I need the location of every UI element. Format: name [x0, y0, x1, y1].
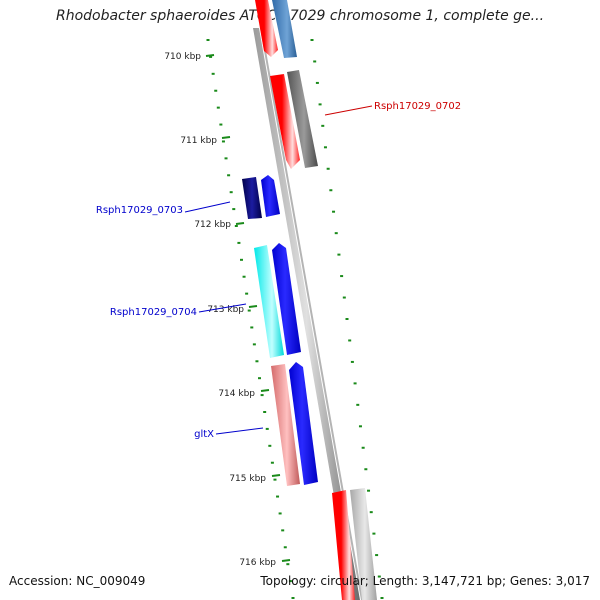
major-tick-710 [205, 54, 215, 57]
gene-feature-navy-0703[interactable] [242, 177, 262, 219]
leader-line-0702 [324, 105, 373, 116]
backbone-shade-right [260, 28, 363, 600]
ruler-label-712: 712 kbp [194, 220, 231, 230]
ruler-label-715: 715 kbp [229, 474, 266, 484]
leader-line-gltX [215, 427, 264, 435]
ruler-label-714: 714 kbp [218, 389, 255, 399]
major-tick-713 [248, 305, 258, 308]
gene-label-0702[interactable]: Rsph17029_0702 [374, 101, 461, 112]
gene-feature-red-0702[interactable] [270, 74, 300, 169]
ruler-ticks-right [310, 39, 384, 599]
gene-label-0704[interactable]: Rsph17029_0704 [110, 307, 197, 318]
gene-feature-cyan-0704[interactable] [254, 245, 284, 358]
gene-feature-pink-gltX[interactable] [271, 364, 300, 486]
accession-text: Accession: NC_009049 [9, 574, 146, 588]
major-ticks [205, 54, 291, 562]
gene-feature-blue-0704[interactable] [272, 243, 301, 355]
genome-summary-text: Topology: circular; Length: 3,147,721 bp… [260, 574, 590, 588]
leader-line-0704 [198, 303, 247, 313]
chromosome-backbone [253, 28, 360, 600]
ruler-ticks-left [206, 39, 295, 599]
major-tick-711 [221, 136, 231, 139]
gene-label-gltX[interactable]: gltX [194, 429, 214, 440]
map-title: Rhodobacter sphaeroides ATCC 17029 chrom… [55, 8, 545, 24]
gene-feature-gray-0702[interactable] [287, 70, 318, 168]
gene-feature-blue-gltX[interactable] [289, 362, 318, 485]
major-tick-712 [235, 222, 245, 225]
ruler-label-711: 711 kbp [180, 136, 217, 146]
ruler-label-710: 710 kbp [164, 52, 201, 62]
gene-feature-steelblue-top[interactable] [272, 0, 297, 58]
gene-label-0703[interactable]: Rsph17029_0703 [96, 205, 183, 216]
gene-feature-blue-0703[interactable] [261, 175, 280, 217]
gene-feature-red-top[interactable] [255, 0, 278, 57]
major-tick-714 [260, 389, 270, 392]
leader-line-0703 [184, 201, 231, 213]
gene-feature-red-bottom[interactable] [332, 490, 355, 600]
major-tick-716 [281, 559, 291, 562]
ruler-label-713: 713 kbp [207, 305, 244, 315]
gene-feature-lightgray-bottom[interactable] [350, 488, 377, 600]
ruler-label-716: 716 kbp [239, 558, 276, 568]
major-tick-715 [271, 474, 281, 477]
